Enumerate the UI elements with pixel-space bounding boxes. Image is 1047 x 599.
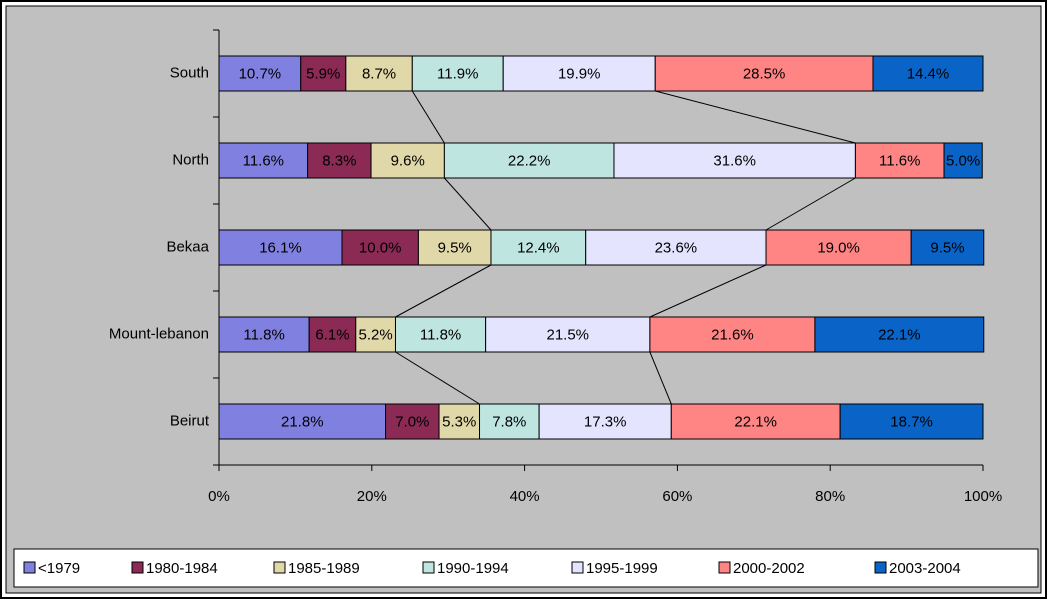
chart-area: [5, 5, 1042, 594]
data-label: 23.6%: [655, 239, 698, 256]
data-label: 11.6%: [879, 152, 920, 169]
bar-segment: [502, 55, 656, 92]
data-label: 9.5%: [438, 239, 472, 256]
data-label: 5.9%: [306, 65, 340, 82]
series-line: [395, 351, 480, 405]
bar-segment: [485, 316, 651, 353]
data-label: 11.8%: [243, 326, 284, 343]
x-tick-label: 80%: [815, 488, 845, 505]
bar-segment: [307, 142, 372, 179]
bar-segment: [218, 142, 309, 179]
data-label: 10.0%: [359, 239, 402, 256]
data-label: 7.8%: [492, 413, 526, 430]
data-label: 5.2%: [359, 326, 393, 343]
legend-box: [13, 548, 1039, 588]
data-label: 21.5%: [546, 326, 589, 343]
legend-label: <1979: [38, 560, 80, 577]
data-label: 5.3%: [442, 413, 476, 430]
x-tick-label: 0%: [208, 488, 230, 505]
series-line: [649, 264, 767, 318]
legend-label: 1995-1999: [586, 560, 658, 577]
data-label: 7.0%: [395, 413, 429, 430]
bar-segment: [355, 316, 396, 353]
data-label: 21.6%: [711, 326, 754, 343]
data-label: 11.6%: [243, 152, 284, 169]
data-label: 19.0%: [817, 239, 860, 256]
bar-segment: [385, 403, 440, 440]
x-tick-label: 20%: [357, 488, 387, 505]
legend-swatch: [571, 561, 584, 574]
x-tick-label: 40%: [510, 488, 540, 505]
bar-segment: [479, 403, 540, 440]
bar-segment: [943, 142, 983, 179]
bar-segment: [814, 316, 985, 353]
bar-segment: [872, 55, 984, 92]
series-line: [655, 90, 856, 144]
legend-swatch: [422, 561, 435, 574]
data-label: 19.9%: [558, 65, 601, 82]
bar-segment: [910, 229, 985, 266]
data-label: 10.7%: [239, 65, 282, 82]
bar-segment: [443, 142, 615, 179]
bar-segment: [765, 229, 912, 266]
data-label: 17.3%: [584, 413, 627, 430]
data-label: 12.4%: [517, 239, 560, 256]
x-tick-label: 60%: [662, 488, 692, 505]
data-label: 9.6%: [391, 152, 425, 169]
y-tick-label: Mount-lebanon: [109, 325, 209, 342]
legend-swatch: [273, 561, 286, 574]
data-label: 6.1%: [315, 326, 349, 343]
y-tick-label: Bekaa: [166, 238, 209, 255]
data-label: 14.4%: [907, 65, 950, 82]
legend-swatch: [718, 561, 731, 574]
bar-segment: [654, 55, 874, 92]
data-label: 9.5%: [930, 239, 964, 256]
data-label: 28.5%: [743, 65, 786, 82]
data-label: 22.2%: [508, 152, 551, 169]
data-label: 22.1%: [734, 413, 777, 430]
data-label: 11.8%: [420, 326, 461, 343]
data-label: 8.7%: [362, 65, 396, 82]
y-tick-label: South: [170, 64, 209, 81]
data-label: 11.9%: [437, 65, 478, 82]
x-tick-label: 100%: [964, 488, 1002, 505]
bar-segment: [394, 316, 487, 353]
legend-swatch: [23, 561, 36, 574]
bar-segment: [300, 55, 347, 92]
bar-segment: [308, 316, 357, 353]
series-line: [649, 351, 672, 405]
bar-segment: [490, 229, 587, 266]
y-tick-label: North: [172, 151, 209, 168]
data-label: 8.3%: [322, 152, 356, 169]
series-line: [444, 177, 492, 231]
bar-segment: [345, 55, 413, 92]
legend-label: 1980-1984: [146, 560, 218, 577]
legend-label: 2000-2002: [733, 560, 805, 577]
legend-swatch: [131, 561, 144, 574]
bar-segment: [218, 229, 343, 266]
y-tick-label: Beirut: [170, 412, 210, 429]
bar-segment: [839, 403, 984, 440]
data-label: 31.6%: [713, 152, 756, 169]
bar-segment: [218, 55, 302, 92]
bar-segment: [370, 142, 445, 179]
legend-label: 1985-1989: [288, 560, 360, 577]
bar-segment: [649, 316, 816, 353]
data-label: 18.7%: [890, 413, 933, 430]
series-line: [395, 264, 492, 318]
data-label: 16.1%: [259, 239, 302, 256]
data-label: 21.8%: [281, 413, 324, 430]
data-label: 22.1%: [878, 326, 921, 343]
series-line: [765, 177, 856, 231]
legend-swatch: [874, 561, 887, 574]
bar-segment: [411, 55, 504, 92]
legend-label: 1990-1994: [437, 560, 509, 577]
series-line: [411, 90, 445, 144]
bar-segment: [538, 403, 672, 440]
data-label: 5.0%: [946, 152, 980, 169]
legend-label: 2003-2004: [889, 560, 961, 577]
bar-segment: [670, 403, 841, 440]
